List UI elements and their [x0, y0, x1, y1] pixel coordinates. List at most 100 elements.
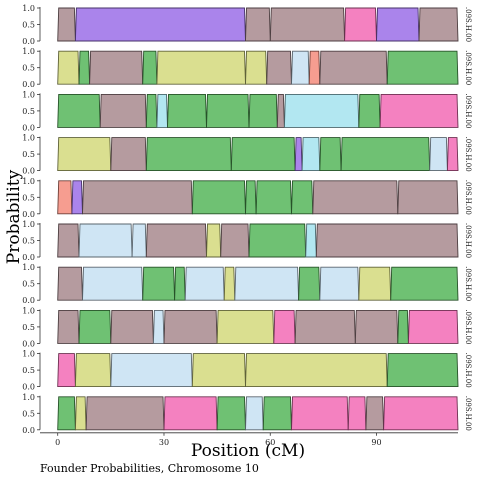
- panel-6-segment-8: [305, 223, 317, 258]
- panel-4-y-tick-label-2: 0.5: [22, 150, 35, 159]
- panel-5-y-tick-label-1: 0.0: [22, 210, 35, 219]
- chart-caption: Founder Probabilities, Chromosome 10: [40, 462, 259, 475]
- panel-4-segment-5: [294, 137, 303, 172]
- panel-3-segment-8: [276, 93, 285, 128]
- panel-8-segment-1: [57, 309, 80, 344]
- panel-6-segment-3: [131, 223, 147, 258]
- panel-5-segment-6: [255, 180, 292, 215]
- y-axis-title: Probability: [4, 169, 24, 264]
- panel-8-segment-6: [216, 309, 275, 344]
- panel-9-segment-4: [191, 353, 246, 388]
- panel-2-segment-8: [291, 50, 310, 85]
- panel-10-y-tick-label-2: 0.5: [22, 409, 35, 418]
- panel-3-segment-2: [99, 93, 147, 128]
- panel-4-segment-4: [230, 137, 296, 172]
- panel-7-segment-5: [184, 266, 225, 301]
- panel-1-segment-4: [269, 7, 346, 42]
- panel-3-strip-label: .09S.H.00: [464, 93, 472, 128]
- panel-3-segment-1: [57, 93, 101, 128]
- panel-4-segment-1: [57, 137, 112, 172]
- panel-1-strip-label: .09S.H.00: [464, 7, 472, 42]
- panel-7: 0.0 0.5 1.0 .09S.H.00: [22, 263, 472, 305]
- panel-6: 0.0 0.5 1.0 .09S.H.00: [22, 220, 472, 262]
- panel-10-segment-6: [245, 396, 264, 431]
- panel-10-segment-10: [365, 396, 385, 431]
- panel-10-y-tick-label-1: 0.0: [22, 426, 35, 435]
- panel-8-segment-11: [407, 309, 459, 344]
- panel-8-y-tick-label-1: 0.0: [22, 339, 35, 348]
- panel-5-segment-3: [82, 180, 193, 215]
- panel-7-y-tick-label-3: 1.0: [22, 263, 35, 272]
- panel-10-segment-7: [262, 396, 292, 431]
- panel-1-segment-1: [57, 7, 76, 42]
- panel-6-y-tick-label-3: 1.0: [22, 220, 35, 229]
- panel-4-segment-2: [110, 137, 147, 172]
- x-tick-label-2: 30: [159, 438, 169, 447]
- panel-7-segment-10: [358, 266, 392, 301]
- panel-2-segment-1: [57, 50, 80, 85]
- panel-3-y-tick-label-2: 0.5: [22, 107, 35, 116]
- x-axis-title: Position (cM): [191, 441, 305, 461]
- panel-2-y-tick-label-3: 1.0: [22, 47, 35, 56]
- panel-8-segment-4: [152, 309, 165, 344]
- panel-10-strip-label: .09S.H.00: [464, 396, 472, 431]
- panel-2-segment-5: [156, 50, 246, 85]
- panel-9-segment-2: [74, 353, 112, 388]
- panel-2-strip-label: .09S.H.00: [464, 50, 472, 85]
- panel-4-segment-9: [429, 137, 448, 172]
- panel-8-segment-7: [273, 309, 296, 344]
- panel-7-segment-6: [223, 266, 236, 301]
- panel-2-segment-6: [245, 50, 268, 85]
- panel-3-y-tick-label-1: 0.0: [22, 123, 35, 132]
- panel-5-y-tick-label-3: 1.0: [22, 177, 35, 186]
- panel-4-y-tick-label-3: 1.0: [22, 134, 35, 143]
- panel-10: 0.0 0.5 1.0 .09S.H.00: [22, 393, 472, 435]
- panel-7-segment-8: [298, 266, 321, 301]
- panel-5-segment-2: [71, 180, 83, 215]
- panel-1-y-tick-label-3: 1.0: [22, 4, 35, 13]
- panel-3-segment-6: [206, 93, 250, 128]
- panel-8-y-tick-label-2: 0.5: [22, 323, 35, 332]
- panel-8-segment-5: [163, 309, 218, 344]
- panel-1-y-tick-label-2: 0.5: [22, 21, 35, 30]
- panel-2-segment-10: [319, 50, 388, 85]
- panel-6-segment-7: [248, 223, 307, 258]
- panel-8: 0.0 0.5 1.0 .09S.H.00: [22, 306, 472, 348]
- panel-9-y-tick-label-2: 0.5: [22, 366, 35, 375]
- panel-4: 0.0 0.5 1.0 .09S.H.00: [22, 134, 472, 176]
- panel-4-y-tick-label-1: 0.0: [22, 167, 35, 176]
- panel-2-segment-3: [89, 50, 144, 85]
- panel-3-segment-10: [358, 93, 381, 128]
- panel-7-segment-1: [57, 266, 83, 301]
- panel-3: 0.0 0.5 1.0 .09S.H.00: [22, 90, 472, 132]
- panel-7-segment-2: [82, 266, 144, 301]
- panel-7-segment-4: [174, 266, 186, 301]
- panel-5: 0.0 0.5 1.0 .09S.H.00: [22, 177, 472, 219]
- panel-10-segment-2: [74, 396, 87, 431]
- panel-3-segment-9: [283, 93, 360, 128]
- panel-7-y-tick-label-1: 0.0: [22, 296, 35, 305]
- panel-6-segment-4: [145, 223, 207, 258]
- panel-7-strip-label: .09S.H.00: [464, 266, 472, 301]
- panel-10-segment-9: [347, 396, 367, 431]
- panel-4-segment-6: [301, 137, 321, 172]
- panel-2-segment-7: [266, 50, 292, 85]
- panel-3-y-tick-label-3: 1.0: [22, 90, 35, 99]
- panel-6-segment-5: [206, 223, 222, 258]
- panel-6-segment-9: [315, 223, 459, 258]
- panel-2-segment-4: [142, 50, 158, 85]
- panel-8-segment-3: [110, 309, 154, 344]
- panel-1-segment-5: [344, 7, 377, 42]
- panel-2-y-tick-label-2: 0.5: [22, 64, 35, 73]
- panel-3-segment-7: [248, 93, 278, 128]
- panel-9-segment-1: [57, 353, 76, 388]
- panels-layer: 0.0 0.5 1.0 .09S.H.00 0.0 0.5 1.0 .09S.H.00 0.0 0…: [22, 4, 472, 435]
- panel-9: 0.0 0.5 1.0 .09S.H.00: [22, 350, 472, 392]
- panel-2-segment-11: [386, 50, 459, 85]
- panel-5-segment-8: [312, 180, 399, 215]
- panel-3-segment-11: [379, 93, 459, 128]
- panel-7-segment-11: [390, 266, 459, 301]
- panel-4-segment-7: [319, 137, 342, 172]
- panel-4-segment-8: [340, 137, 431, 172]
